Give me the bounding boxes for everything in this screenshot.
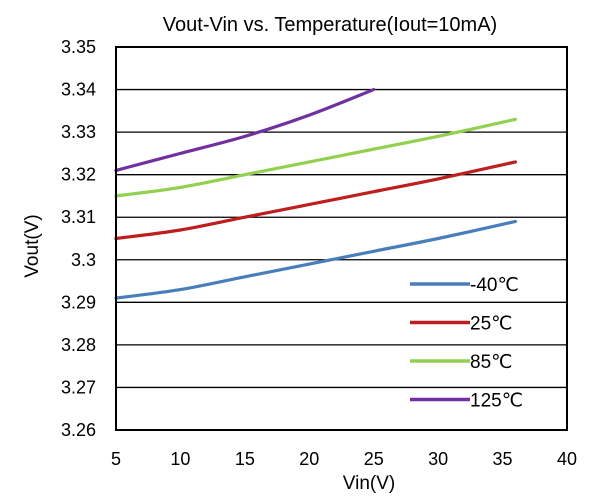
series-lines: [114, 87, 518, 300]
series-line-1: [114, 160, 518, 241]
x-tick-label: 20: [299, 449, 319, 469]
x-tick-label: 5: [111, 449, 121, 469]
x-tick-labels: 5 10 15 20 25 30 35 40: [111, 449, 577, 469]
y-tick-label: 3.35: [61, 37, 96, 57]
series-line-3: [114, 87, 376, 173]
x-tick-label: 35: [493, 449, 513, 469]
y-axis-title: Vout(V): [22, 214, 43, 277]
plot-frame: [115, 46, 568, 431]
y-tick-label: 3.28: [61, 335, 96, 355]
y-tick-label: 3.34: [61, 80, 96, 100]
x-tick-label: 30: [428, 449, 448, 469]
legend-label: 25℃: [470, 314, 512, 335]
x-tick-label: 10: [170, 449, 190, 469]
y-tick-label: 3.33: [61, 122, 96, 142]
x-axis-title: Vin(V): [343, 473, 395, 494]
y-tick-label: 3.29: [61, 292, 96, 312]
x-tick-label: 15: [235, 449, 255, 469]
y-tick-label: 3.26: [61, 420, 96, 440]
series-line-2: [114, 117, 518, 198]
chart-title: Vout-Vin vs. Temperature(Iout=10mA): [163, 14, 497, 36]
y-tick-labels: 3.35 3.34 3.33 3.32 3.31 3.3 3.29 3.28 3.27 3.26: [61, 37, 96, 440]
legend-label: -40℃: [470, 275, 519, 296]
x-tick-label: 25: [364, 449, 384, 469]
y-tick-label: 3.31: [61, 207, 96, 227]
x-tick-label: 40: [557, 449, 577, 469]
series-line-0: [114, 219, 518, 300]
legend-label: 125℃: [470, 391, 523, 412]
legend-label: 85℃: [470, 352, 512, 373]
y-tick-label: 3.27: [61, 377, 96, 397]
y-tick-label: 3.3: [71, 250, 96, 270]
legend: -40℃ 25℃ 85℃ 125℃: [410, 275, 523, 412]
y-tick-label: 3.32: [61, 165, 96, 185]
